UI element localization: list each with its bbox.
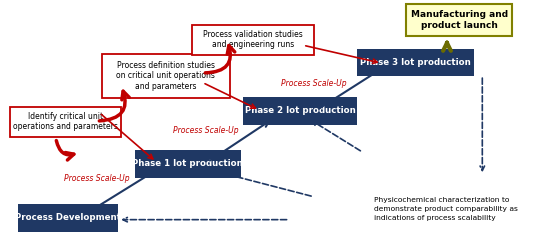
- Text: Physicochemical characterization to
demonstrate product comparability as
indicat: Physicochemical characterization to demo…: [374, 197, 517, 221]
- Text: Identify critical unit
operations and parameters: Identify critical unit operations and pa…: [13, 112, 118, 131]
- FancyBboxPatch shape: [9, 106, 121, 137]
- Text: Process validation studies
and engineering runs: Process validation studies and engineeri…: [203, 30, 302, 50]
- FancyBboxPatch shape: [134, 150, 240, 178]
- FancyBboxPatch shape: [18, 204, 118, 232]
- FancyBboxPatch shape: [357, 49, 474, 76]
- Text: Process Scale-Up: Process Scale-Up: [281, 79, 347, 88]
- Text: Manufacturing and
product launch: Manufacturing and product launch: [411, 10, 508, 30]
- FancyBboxPatch shape: [243, 97, 357, 125]
- Text: Phase 1 lot production: Phase 1 lot production: [132, 159, 243, 168]
- Text: Phase 2 lot production: Phase 2 lot production: [245, 106, 356, 115]
- FancyBboxPatch shape: [102, 54, 230, 98]
- Text: Phase 3 lot production: Phase 3 lot production: [360, 58, 471, 67]
- Text: Process Scale-Up: Process Scale-Up: [173, 126, 238, 135]
- Text: Process Development: Process Development: [15, 213, 121, 222]
- Text: Process Scale-Up: Process Scale-Up: [64, 174, 129, 183]
- FancyBboxPatch shape: [191, 25, 314, 55]
- FancyBboxPatch shape: [406, 4, 512, 36]
- Text: Process definition studies
on critical unit operations
and parameters: Process definition studies on critical u…: [117, 61, 215, 91]
